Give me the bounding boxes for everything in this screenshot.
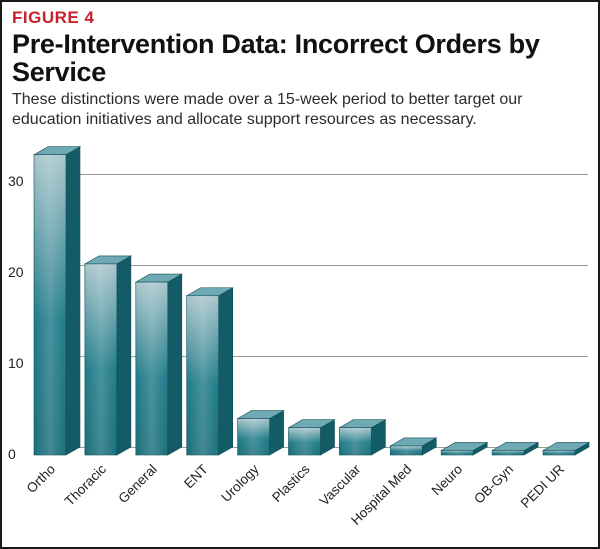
bar-highlight (339, 427, 372, 455)
x-tick-label: Neuro (429, 462, 466, 499)
bar (236, 410, 285, 456)
bar-highlight (492, 450, 525, 455)
bar-highlight (543, 450, 575, 455)
bar (541, 441, 591, 456)
bar-highlight (135, 282, 168, 455)
bar (389, 437, 438, 456)
bar-highlight (288, 427, 321, 455)
x-tick-label: General (115, 462, 160, 507)
bar-highlight (34, 154, 66, 455)
bar (185, 287, 234, 456)
bars (32, 146, 591, 456)
chart-title: Pre-Intervention Data: Incorrect Orders … (12, 29, 540, 87)
x-axis-ticks: Ortho Thoracic General ENT Urology Plastics Va… (24, 461, 568, 528)
bar-side (116, 255, 132, 456)
x-tick-label: Vascular (316, 461, 363, 508)
x-tick-label: Urology (218, 461, 262, 505)
x-tick-label: PEDI UR (518, 461, 568, 511)
bar-highlight (390, 445, 423, 455)
bar-highlight (441, 450, 474, 455)
bar (490, 441, 540, 456)
figure-label: FIGURE 4 (12, 8, 95, 27)
y-tick-label: 30 (8, 173, 24, 189)
bar-side (167, 273, 183, 456)
x-tick-label: ENT (181, 462, 211, 492)
bar-highlight (237, 418, 270, 455)
x-tick-label: Plastics (269, 461, 313, 505)
bar (287, 419, 336, 456)
bar (134, 273, 183, 456)
x-tick-label: OB-Gyn (471, 462, 516, 507)
y-tick-label: 10 (8, 355, 24, 371)
y-tick-label: 20 (8, 264, 24, 280)
y-tick-label: 0 (8, 446, 16, 462)
bar (338, 419, 387, 456)
bar (440, 441, 489, 456)
bar-highlight (84, 263, 117, 455)
bar-highlight (186, 295, 219, 455)
bar (32, 146, 82, 456)
x-tick-label: Thoracic (62, 461, 109, 508)
y-axis-ticks: 0 10 20 30 (8, 173, 24, 462)
bar-side (65, 146, 81, 456)
bar (83, 255, 133, 456)
chart-subtitle: These distinctions were made over a 15-w… (12, 91, 523, 128)
x-tick-label: Ortho (24, 462, 58, 496)
bar-side (218, 287, 233, 456)
